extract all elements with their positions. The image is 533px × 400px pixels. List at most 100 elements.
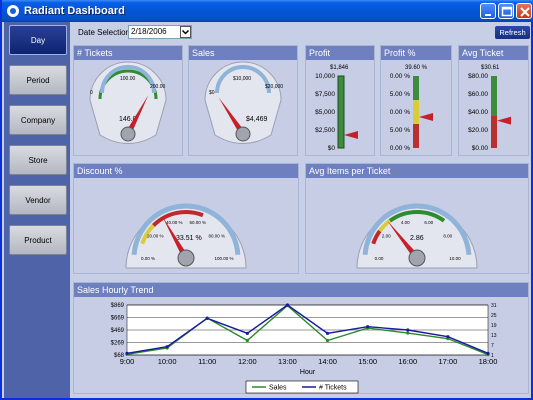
maximize-icon [501,6,513,17]
data-point [125,351,129,355]
scale-tick-label: $20.00 [468,127,488,134]
data-point [205,316,209,320]
sidebar-item-period[interactable]: Period [9,65,67,95]
sidebar-item-store[interactable]: Store [9,145,67,175]
tickets-panel-title: # Tickets [74,46,182,60]
y-right-tick-label: 1 [491,353,494,359]
avg-ticket-bar-green [491,76,497,116]
scale-tick-label: 20.00 % [147,234,164,239]
avg-items-ticks: 0.00 2.00 4.00 6.00 8.00 10.00 [375,220,462,261]
profit-current-value: $1,846 [330,65,349,71]
y-left-tick-label: $68 [114,353,125,359]
window-title: Radiant Dashboard [24,5,125,17]
maximize-button[interactable] [498,3,514,19]
profit-pct-bar-gauge: 39.60 % 0.00 % 5.00 % 0.00 % 5.00 % 0.00 % [390,65,433,152]
gauge-green-zone [388,210,446,223]
profit-pct-ticks: 0.00 % 5.00 % 0.00 % 5.00 % 0.00 % [390,73,410,152]
y-right-tick-label: 7 [491,343,494,349]
trend-panel-title: Sales Hourly Trend [74,283,528,297]
gauge-red-zone [371,229,382,245]
scale-tick-label: 0.00 % [390,145,410,152]
avg-items-gauge: 0.00 2.00 4.00 6.00 8.00 10.00 2.86 [356,203,478,269]
profit-pct-bar-red [413,124,419,148]
avg-ticket-panel-title: Avg Ticket [459,46,528,60]
legend-label: # Tickets [319,385,347,392]
avg-items-zones [362,203,472,255]
scale-tick-label: 60.00 % [189,220,206,225]
gauge-red-zone [152,210,204,227]
sidebar-item-product[interactable]: Product [9,225,67,255]
scale-tick-label: $7,500 [315,91,335,98]
sidebar-item-company[interactable]: Company [9,105,67,135]
gauge-scale [131,203,241,255]
data-point [406,331,410,335]
date-picker[interactable]: 2/18/2006 [128,25,192,39]
tickets-needle [125,95,149,136]
minimize-button[interactable] [480,3,496,19]
sales-scale-max: $20,000 [265,84,283,90]
date-selection-label: Date Selection [78,28,131,37]
data-point [245,338,249,343]
y-right-tick-label: 31 [491,303,497,309]
scale-tick-label: 0.00 [375,256,384,261]
sales-needle [218,97,246,136]
avg-ticket-panel: Avg Ticket $30.61 $80.00 $60.00 $40.00 $20.… [458,45,529,156]
sales-panel: Sales $0 $10,000 $20,000 $4,469 [188,45,298,156]
needle-hub [408,249,426,267]
tickets-scale-max: 200.00 [150,84,166,90]
title-bar: Radiant Dashboard [2,0,533,22]
avg-items-panel: Avg Items per Ticket 0.00 2.00 4.00 6.00 8.0… [305,163,529,274]
tickets-panel: # Tickets 0 100.00 200.00 146.0 [73,45,183,156]
trend-panel: Sales Hourly Trend $869 $669 $469 $269 $68 31… [73,282,529,394]
refresh-button[interactable]: Refresh [495,26,530,39]
scale-tick-label: $0 [328,145,336,152]
x-tick-label: 18:00 [479,357,498,366]
data-point [285,303,290,307]
scale-tick-label: 4.00 [401,220,410,225]
sidebar-item-vendor[interactable]: Vendor [9,185,67,215]
scale-tick-label: 80.00 % [208,234,225,239]
x-tick-label: 9:00 [120,357,135,366]
profit-panel: Profit $1,846 10,000 $7,500 $5,000 $2,500 $0 [305,45,375,156]
sales-value: $4,469 [246,116,268,123]
profit-marker [344,131,358,140]
scale-tick-label: 5.00 % [390,91,410,98]
minimize-icon [485,14,491,16]
sales-panel-title: Sales [189,46,297,60]
avg-ticket-current-value: $30.61 [481,65,500,71]
x-tick-label: 11:00 [198,357,216,366]
scale-tick-label: $0.00 [472,145,489,152]
gauge-scale [215,65,271,94]
date-dropdown-button[interactable] [180,26,191,38]
scale-tick-label: 10.00 [449,256,461,261]
x-tick-label: 16:00 [398,357,417,366]
avg-items-panel-title: Avg Items per Ticket [306,164,528,178]
avg-ticket-ticks: $80.00 $60.00 $40.00 $20.00 $0.00 [468,73,488,152]
chart-legend: Sales # Tickets [245,380,359,394]
gauge-yellow-zone [378,219,392,233]
profit-ticks: 10,000 $7,500 $5,000 $2,500 $0 [315,73,335,152]
y-left-tick-label: $269 [111,341,125,347]
data-point [165,345,169,349]
close-button[interactable] [516,3,532,19]
avg-ticket-bar-gauge: $30.61 $80.00 $60.00 $40.00 $20.00 $0.00 [468,65,511,152]
legend-label: Sales [269,385,287,392]
scale-tick-label: 2.00 [382,234,391,239]
sidebar-item-day[interactable]: Day [9,25,67,55]
profit-pct-marker [419,113,433,122]
chevron-down-icon [181,29,190,35]
gauge-face [204,61,282,144]
scale-tick-label: 0.00 % [390,109,410,116]
y-left-tick-label: $469 [111,328,125,334]
data-point [406,328,410,332]
scale-tick-label: 0.00 % [390,73,410,80]
scale-tick-label: 6.00 [424,220,433,225]
profit-pct-bar-green [413,76,419,100]
sidebar: Day Period Company Store Vendor Product [4,22,70,398]
scale-tick-label: $80.00 [468,73,488,80]
y-right-tick-label: 13 [491,333,497,339]
needle-hub [177,249,195,267]
y-right-tick-label: 19 [491,323,497,329]
avg-ticket-bar-red [491,116,497,148]
